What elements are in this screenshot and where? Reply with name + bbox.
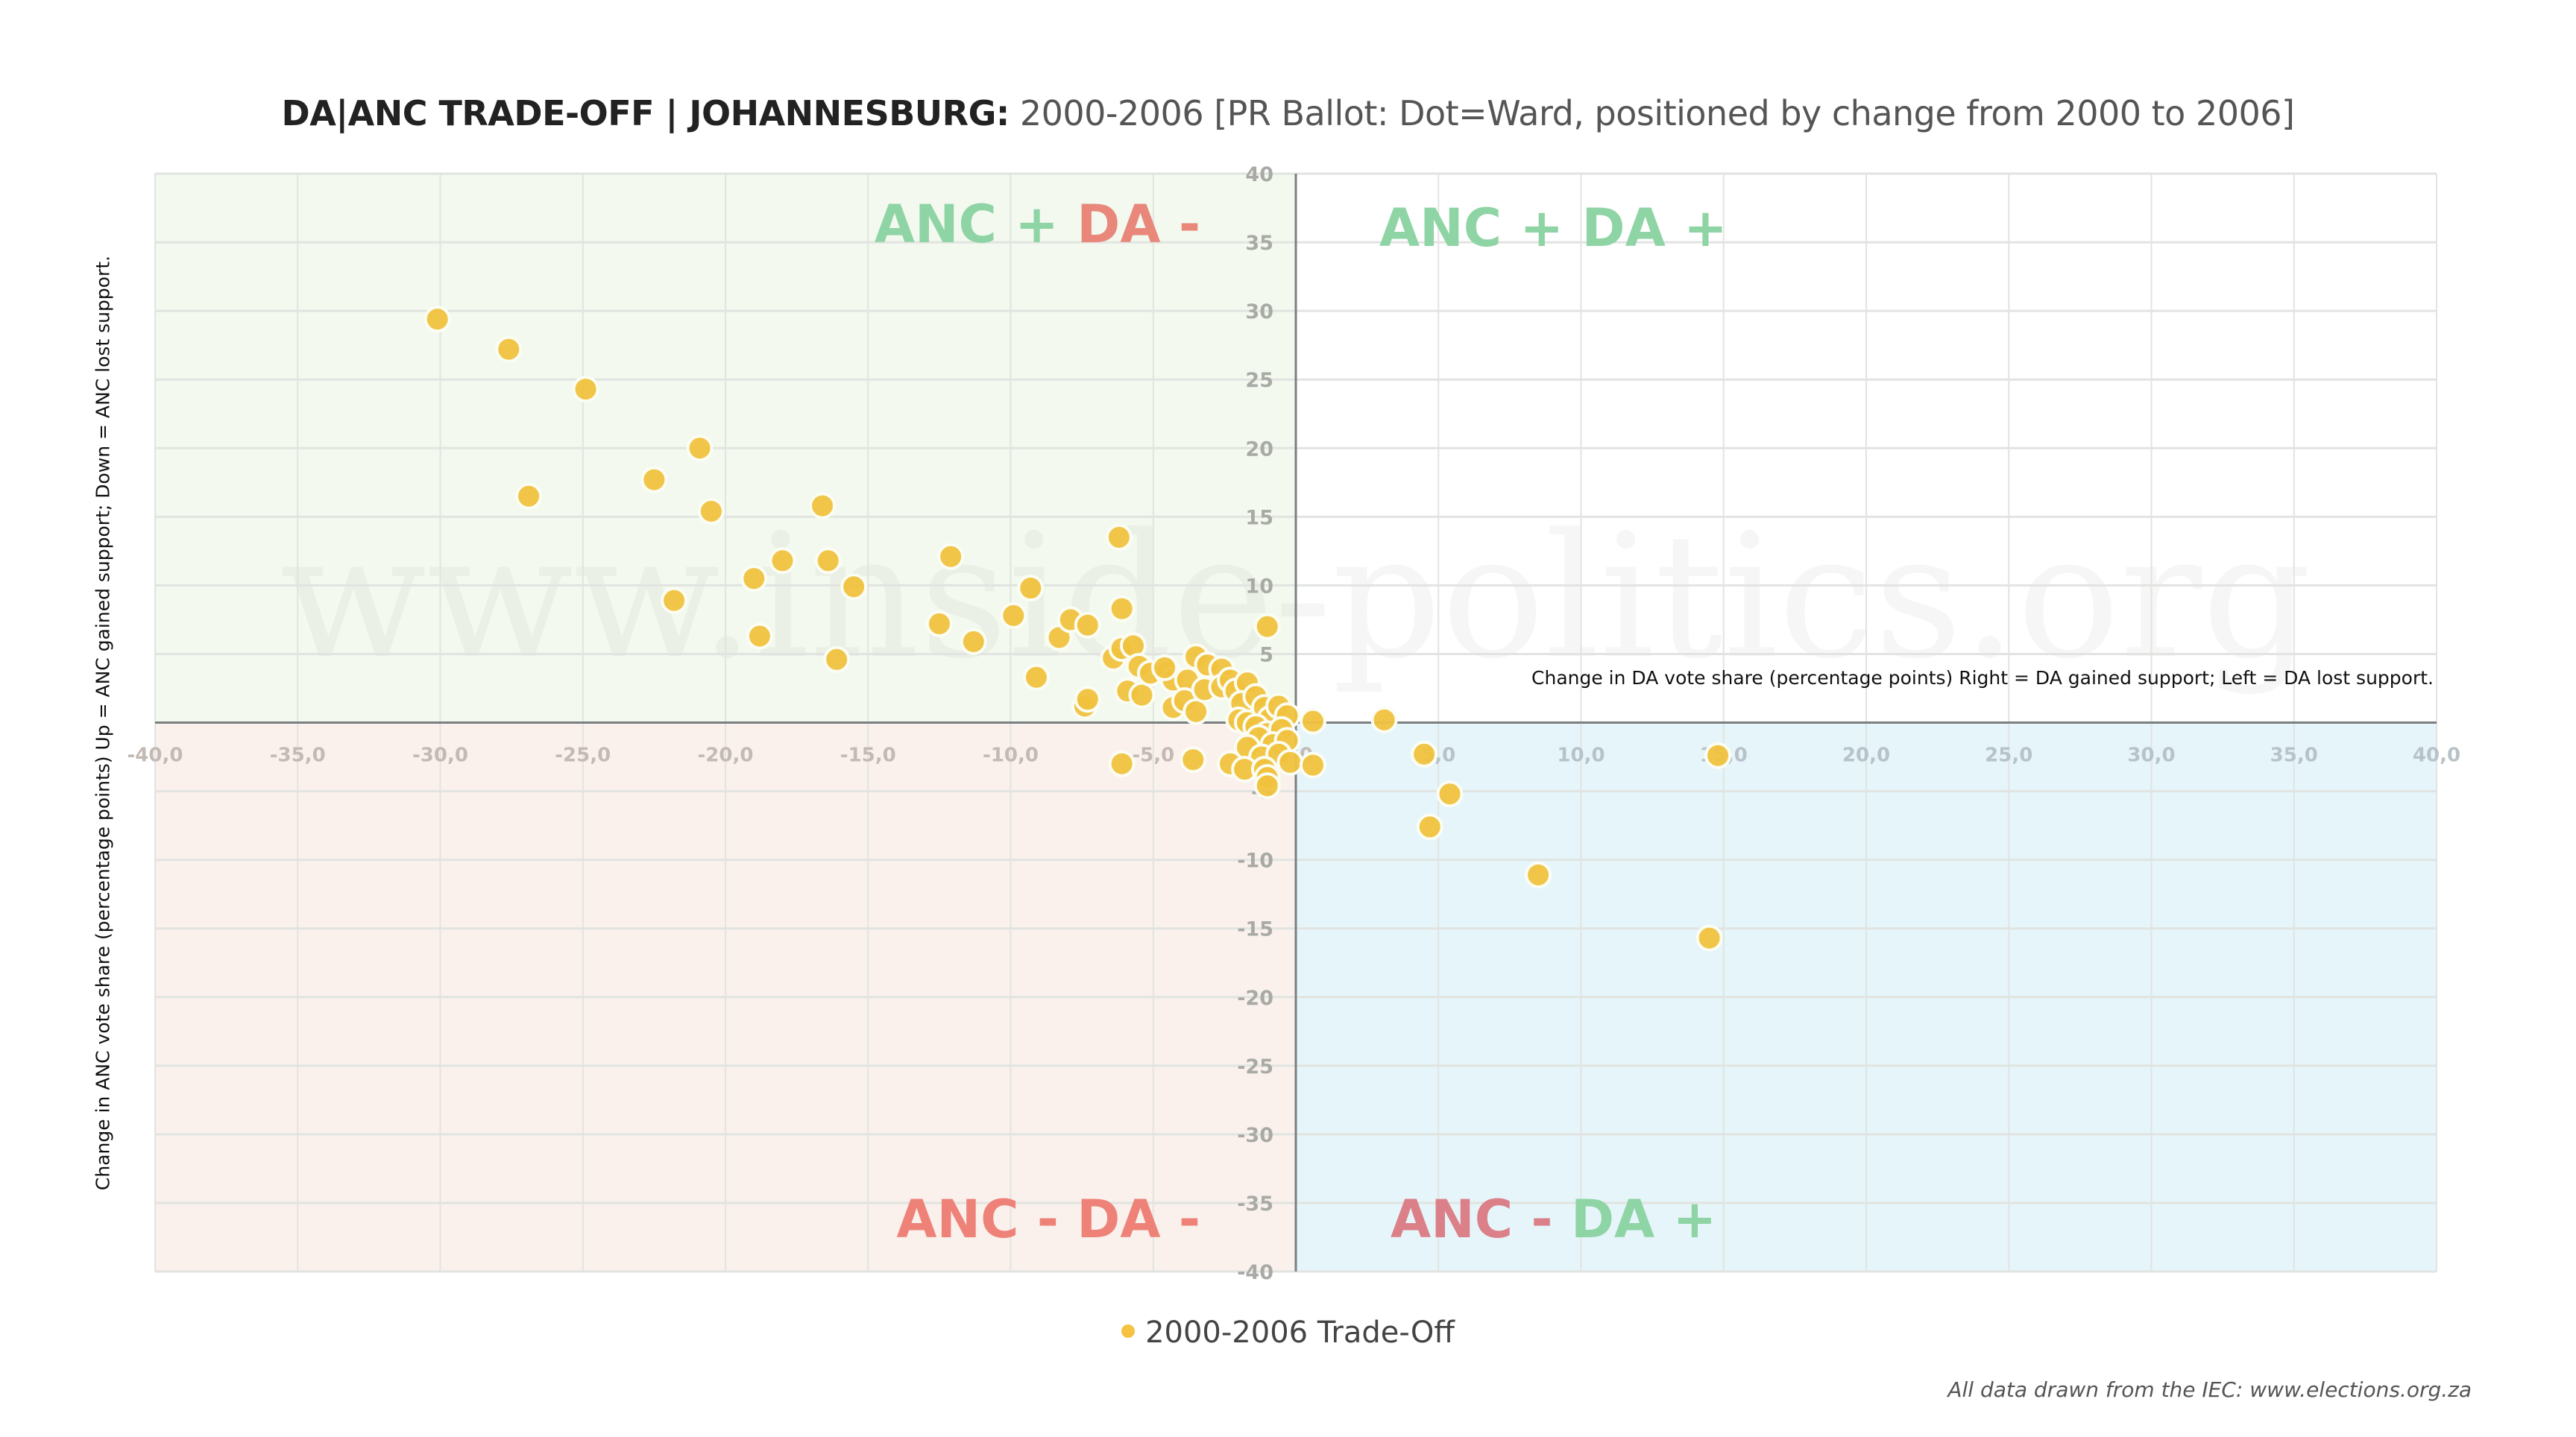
x-axis-title: Change in DA vote share (percentage poin… [1531, 667, 2434, 689]
x-tick-label: -20,0 [698, 745, 754, 767]
chart-title-regular: 2000-2006 [PR Ballot: Dot=Ward, position… [1009, 93, 2295, 133]
y-tick-label: 10 [1245, 575, 1273, 598]
y-tick-label: -40 [1237, 1261, 1273, 1284]
quadrant-label-segment: DA - [1077, 194, 1200, 255]
data-point [1411, 740, 1438, 768]
data-point [814, 547, 842, 575]
data-point [1108, 595, 1136, 622]
data-point [1276, 748, 1304, 776]
data-point [740, 565, 768, 593]
y-tick-label: 20 [1245, 438, 1273, 461]
data-point [960, 628, 987, 655]
data-point [1017, 575, 1045, 602]
y-tick-label: 5 [1259, 643, 1273, 666]
x-tick-label: -35,0 [270, 745, 326, 767]
x-tick-label: 20,0 [1842, 745, 1890, 767]
y-tick-label: 35 [1245, 232, 1273, 255]
data-point [925, 610, 953, 637]
data-point [1416, 813, 1443, 841]
x-tick-label: 40,0 [2413, 745, 2460, 767]
quadrant-label-top-right: ANC + DA + [1379, 198, 1728, 259]
data-point [769, 547, 796, 575]
data-point [1128, 681, 1156, 709]
data-point [1151, 654, 1179, 681]
x-tick-label: 10,0 [1557, 745, 1605, 767]
quadrant-label-segment: ANC - DA - [896, 1189, 1200, 1250]
source-note: All data drawn from the IEC: www.electio… [1947, 1377, 2472, 1402]
data-point [1180, 746, 1207, 774]
legend-marker-icon [1121, 1324, 1136, 1338]
y-tick-label: -35 [1237, 1193, 1273, 1216]
x-tick-label: 35,0 [2270, 745, 2318, 767]
data-point [1074, 686, 1101, 713]
y-tick-label: 15 [1245, 506, 1273, 529]
data-point [1108, 750, 1136, 777]
x-tick-label: -10,0 [983, 745, 1039, 767]
chart-title-bold: DA|ANC TRADE-OFF | JOHANNESBURG: [281, 93, 1010, 133]
data-point [1299, 751, 1326, 779]
data-point [697, 497, 725, 525]
x-tick-label: 25,0 [1985, 745, 2032, 767]
legend-label: 2000-2006 Trade-Off [1145, 1316, 1455, 1350]
data-point [1299, 707, 1326, 735]
data-point [840, 573, 868, 601]
x-tick-label: 30,0 [2127, 745, 2175, 767]
x-tick-label: -30,0 [412, 745, 468, 767]
chart-title: DA|ANC TRADE-OFF | JOHANNESBURG: 2000-20… [0, 93, 2576, 133]
data-point [423, 306, 451, 333]
x-tick-label: -25,0 [555, 745, 611, 767]
data-point [809, 492, 837, 519]
data-point [1253, 613, 1281, 640]
data-point [1022, 663, 1050, 691]
y-tick-label: -10 [1237, 850, 1273, 873]
quadrant-label-top-left: ANC + DA - [875, 194, 1200, 255]
data-point [1105, 523, 1133, 551]
quadrant-label-bottom-left: ANC - DA - [896, 1189, 1200, 1250]
data-point [640, 466, 668, 493]
data-point [1695, 924, 1723, 952]
y-axis-title: Change in ANC vote share (percentage poi… [92, 255, 114, 1191]
y-tick-label: -30 [1237, 1124, 1273, 1147]
y-tick-label: 25 [1245, 369, 1273, 392]
quadrant-label-segment: DA + [1571, 1189, 1716, 1250]
x-tick-label: -40,0 [127, 745, 183, 767]
data-point [1704, 742, 1732, 769]
data-point [1525, 861, 1552, 888]
quadrant-label-segment: ANC - [1391, 1189, 1571, 1250]
data-point [1253, 772, 1281, 800]
quadrant-label-segment: ANC + [875, 194, 1077, 255]
data-points [423, 306, 1732, 952]
y-tick-label: 30 [1245, 300, 1273, 323]
data-point [495, 335, 523, 363]
quadrant-labels: ANC + DA - ANC + DA +ANC - DA - ANC - DA + [875, 194, 1728, 1250]
x-tick-labels: -40,0-35,0-30,0-25,0-20,0-15,0-10,0-5,00… [127, 745, 2461, 767]
data-point [572, 376, 599, 403]
data-point [1000, 601, 1027, 629]
data-point [686, 435, 714, 462]
y-tick-label: -20 [1237, 987, 1273, 1010]
quadrant-label-segment: ANC + DA + [1379, 198, 1728, 259]
data-point [746, 622, 773, 650]
data-point [515, 482, 543, 510]
data-point [1182, 698, 1210, 725]
y-tick-label: 40 [1245, 163, 1273, 186]
x-tick-label: -15,0 [840, 745, 896, 767]
y-tick-label: -25 [1237, 1055, 1273, 1078]
data-point [661, 587, 688, 614]
x-tick-label: -5,0 [1132, 745, 1174, 767]
legend[interactable]: 2000-2006 Trade-Off [0, 1316, 2576, 1350]
data-point [1436, 780, 1464, 808]
data-point [1370, 706, 1398, 733]
data-point [1074, 611, 1101, 639]
y-tick-label: -15 [1237, 918, 1273, 941]
quadrant-label-bottom-right: ANC - DA + [1391, 1189, 1716, 1250]
data-point [937, 543, 965, 570]
data-point [823, 645, 851, 673]
